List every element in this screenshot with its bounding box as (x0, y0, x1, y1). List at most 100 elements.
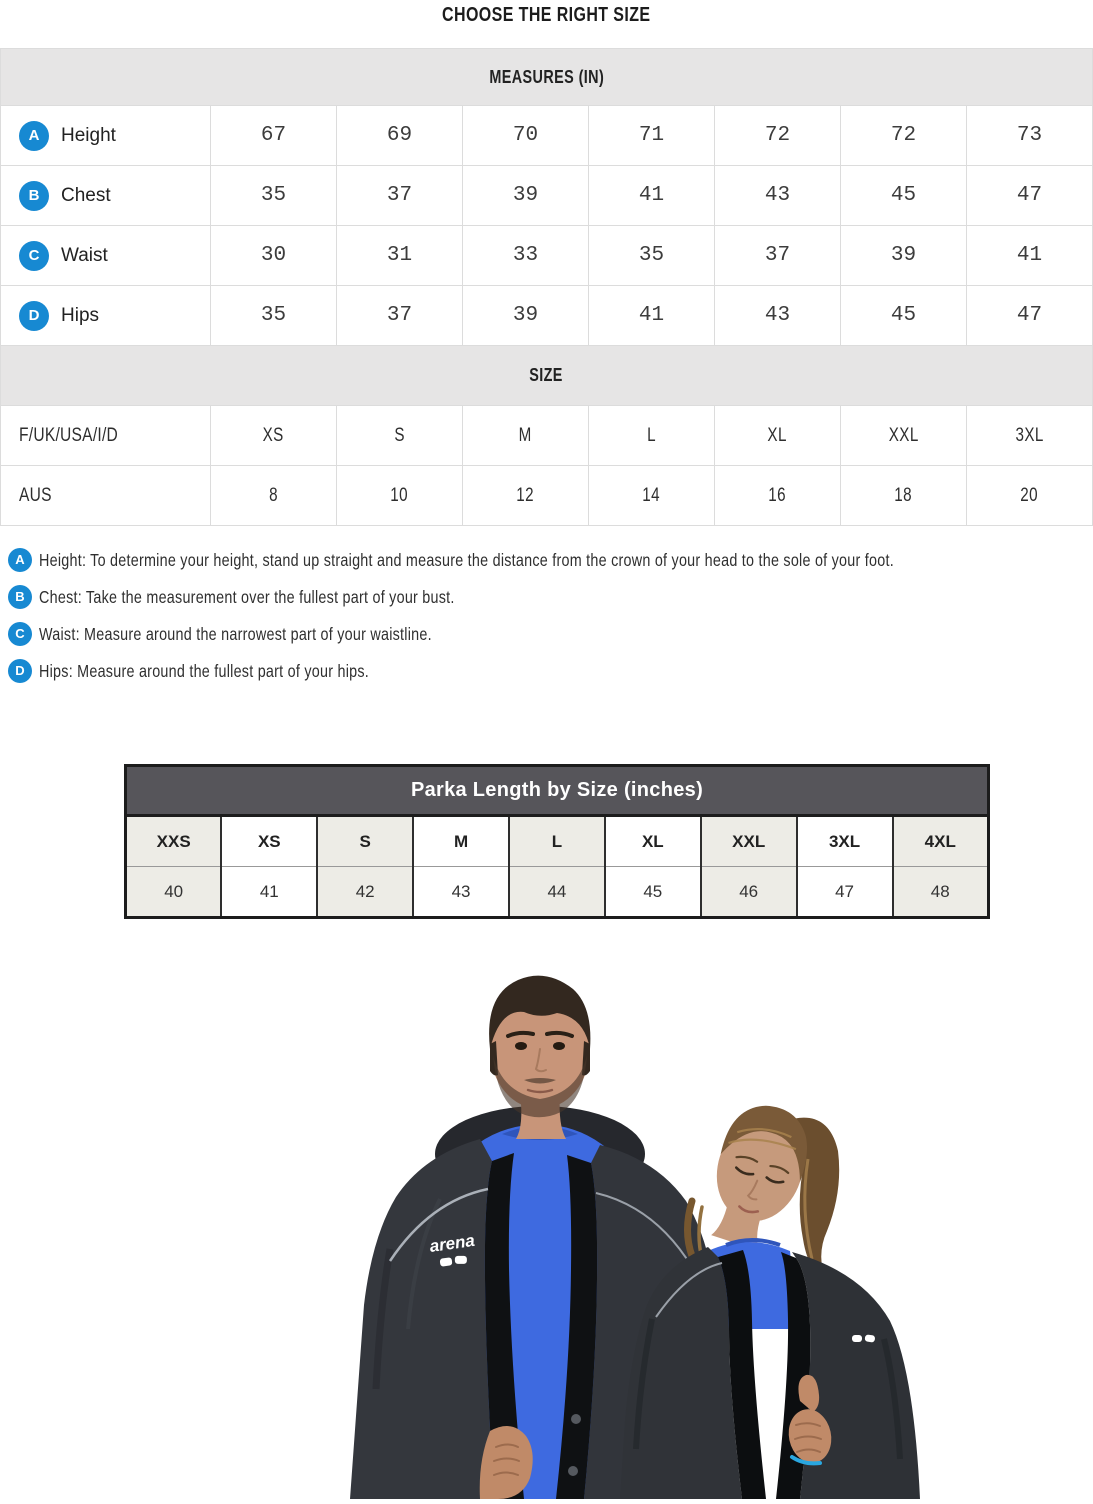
measure-value-cell: 41 (966, 225, 1093, 286)
table-row-chest: B Chest 35 37 39 41 43 45 47 (0, 165, 1093, 226)
measure-value-cell: 43 (714, 285, 841, 346)
legend-item-height: A Height: To determine your height, stan… (8, 548, 1093, 572)
measure-label: Height (61, 124, 116, 146)
woman-figure (620, 1105, 920, 1499)
measure-label-cell: A Height (0, 105, 211, 166)
measure-value-cell: 33 (462, 225, 589, 286)
size-system-label-cell: F/UK/USA/I/D (0, 405, 211, 466)
parka-table-title-cell: Parka Length by Size (inches) (125, 765, 989, 817)
parka-length-cell: 42 (316, 866, 414, 918)
page-title: CHOOSE THE RIGHT SIZE (0, 0, 1093, 27)
size-value-cell: L (588, 405, 715, 466)
man-figure: arena (350, 975, 730, 1499)
parka-table-title: Parka Length by Size (inches) (410, 779, 704, 801)
parka-length-cell: 47 (795, 866, 893, 918)
measure-value-cell: 45 (840, 285, 967, 346)
size-system-label: AUS (19, 484, 52, 506)
size-value-cell: 12 (462, 465, 589, 526)
badge-a-icon: A (8, 548, 32, 572)
measure-value-cell: 37 (714, 225, 841, 286)
badge-a-icon: A (19, 120, 49, 151)
size-header-row: SIZE (0, 345, 1093, 406)
parka-size-cell: L (508, 815, 605, 867)
measure-label-cell: B Chest (0, 165, 211, 226)
parka-size-cell: 4XL (891, 815, 989, 867)
legend-item-hips: D Hips: Measure around the fullest part … (8, 659, 1093, 683)
measure-label: Hips (61, 304, 100, 326)
size-value-cell: 16 (714, 465, 841, 526)
measure-value-cell: 35 (210, 165, 337, 226)
size-value-cell: M (462, 405, 589, 466)
measure-value-cell: 30 (210, 225, 337, 286)
parka-length-cell: 43 (412, 866, 509, 918)
badge-b-icon: B (19, 180, 49, 211)
table-row-aus-sizes: AUS 8 10 12 14 16 18 20 (0, 465, 1093, 526)
parka-size-cell: XXL (699, 815, 797, 867)
size-value-cell: 3XL (966, 405, 1093, 466)
badge-c-icon: C (8, 622, 32, 646)
measure-value-cell: 47 (966, 165, 1093, 226)
parka-size-cell: 3XL (795, 815, 893, 867)
measure-value-cell: 41 (588, 165, 715, 226)
measure-value-cell: 37 (336, 285, 463, 346)
measure-value-cell: 35 (588, 225, 715, 286)
measures-header-row: MEASURES (IN) (0, 48, 1093, 106)
parka-size-cell: XXS (125, 815, 222, 867)
measures-header-label: MEASURES (IN) (489, 66, 604, 87)
size-header-label: SIZE (529, 365, 564, 385)
legend-text: Chest: Take the measurement over the ful… (39, 586, 455, 607)
parka-length-cell: 48 (891, 866, 989, 918)
measure-value-cell: 47 (966, 285, 1093, 346)
legend-item-chest: B Chest: Take the measurement over the f… (8, 585, 1093, 609)
size-value-cell: XXL (840, 405, 967, 466)
parka-lengths-row: 40 41 42 43 44 45 46 47 48 (125, 866, 989, 918)
legend-item-waist: C Waist: Measure around the narrowest pa… (8, 622, 1093, 646)
legend-text: Height: To determine your height, stand … (39, 549, 894, 570)
parka-size-cell: XS (220, 815, 318, 867)
measure-value-cell: 35 (210, 285, 337, 346)
size-system-label-cell: AUS (0, 465, 211, 526)
measure-value-cell: 37 (336, 165, 463, 226)
parka-length-cell: 44 (508, 866, 605, 918)
size-system-label: F/UK/USA/I/D (19, 424, 119, 446)
parka-length-cell: 45 (603, 866, 701, 918)
badge-b-icon: B (8, 585, 32, 609)
measures-header-cell: MEASURES (IN) (0, 48, 1093, 106)
size-header-cell: SIZE (0, 345, 1093, 406)
parka-length-cell: 41 (220, 866, 318, 918)
legend-text: Waist: Measure around the narrowest part… (39, 623, 432, 644)
parka-size-cell: XL (603, 815, 701, 867)
measure-legend: A Height: To determine your height, stan… (0, 548, 1093, 683)
measure-value-cell: 71 (588, 105, 715, 166)
table-row-intl-sizes: F/UK/USA/I/D XS S M L XL XXL 3XL (0, 405, 1093, 466)
measure-label-cell: D Hips (0, 285, 211, 346)
parka-size-cell: M (412, 815, 509, 867)
measure-label: Waist (61, 244, 108, 266)
table-row-waist: C Waist 30 31 33 35 37 39 41 (0, 225, 1093, 286)
measure-value-cell: 39 (462, 165, 589, 226)
size-measures-table: MEASURES (IN) A Height 67 69 70 71 72 72 … (0, 48, 1093, 526)
measure-value-cell: 69 (336, 105, 463, 166)
measure-value-cell: 31 (336, 225, 463, 286)
measure-value-cell: 39 (840, 225, 967, 286)
measure-value-cell: 45 (840, 165, 967, 226)
models-photo-illustration: arena (350, 975, 920, 1499)
badge-c-icon: C (19, 240, 49, 271)
parka-header-row: Parka Length by Size (inches) (125, 765, 989, 817)
parka-length-cell: 46 (699, 866, 797, 918)
size-value-cell: 14 (588, 465, 715, 526)
size-value-cell: 8 (210, 465, 337, 526)
badge-d-icon: D (8, 659, 32, 683)
measure-value-cell: 73 (966, 105, 1093, 166)
page-title-text: CHOOSE THE RIGHT SIZE (442, 4, 651, 26)
size-value-cell: S (336, 405, 463, 466)
parka-size-cell: S (316, 815, 414, 867)
measure-value-cell: 67 (210, 105, 337, 166)
size-value-cell: XL (714, 405, 841, 466)
table-row-height: A Height 67 69 70 71 72 72 73 (0, 105, 1093, 166)
measure-value-cell: 72 (714, 105, 841, 166)
models-photo: arena (240, 949, 940, 1499)
measure-value-cell: 43 (714, 165, 841, 226)
size-value-cell: XS (210, 405, 337, 466)
parka-length-cell: 40 (125, 866, 222, 918)
